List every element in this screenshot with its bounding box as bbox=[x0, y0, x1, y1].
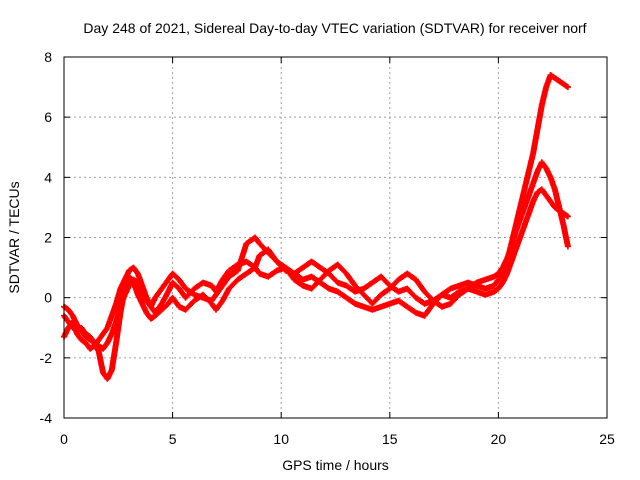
x-tick-label: 15 bbox=[382, 431, 398, 447]
y-tick-label: -2 bbox=[40, 350, 53, 366]
y-tick-label: 2 bbox=[44, 230, 52, 246]
chart-title: Day 248 of 2021, Sidereal Day-to-day VTE… bbox=[83, 20, 586, 36]
y-tick-label: 0 bbox=[44, 290, 52, 306]
x-tick-label: 25 bbox=[599, 431, 615, 447]
y-axis-label: SDTVAR / TECUs bbox=[6, 181, 22, 293]
grid bbox=[64, 57, 607, 418]
x-tick-label: 0 bbox=[60, 431, 68, 447]
y-tick-label: 8 bbox=[44, 49, 52, 65]
axis-ticks: 0 5 10 15 20 25 -4 -2 0 2 4 6 8 bbox=[40, 49, 615, 447]
x-tick-label: 5 bbox=[169, 431, 177, 447]
y-tick-label: 6 bbox=[44, 109, 52, 125]
x-axis-label: GPS time / hours bbox=[282, 457, 389, 473]
x-tick-label: 10 bbox=[273, 431, 289, 447]
y-tick-label: -4 bbox=[40, 410, 53, 426]
x-tick-label: 20 bbox=[491, 431, 507, 447]
y-tick-label: 4 bbox=[44, 169, 52, 185]
